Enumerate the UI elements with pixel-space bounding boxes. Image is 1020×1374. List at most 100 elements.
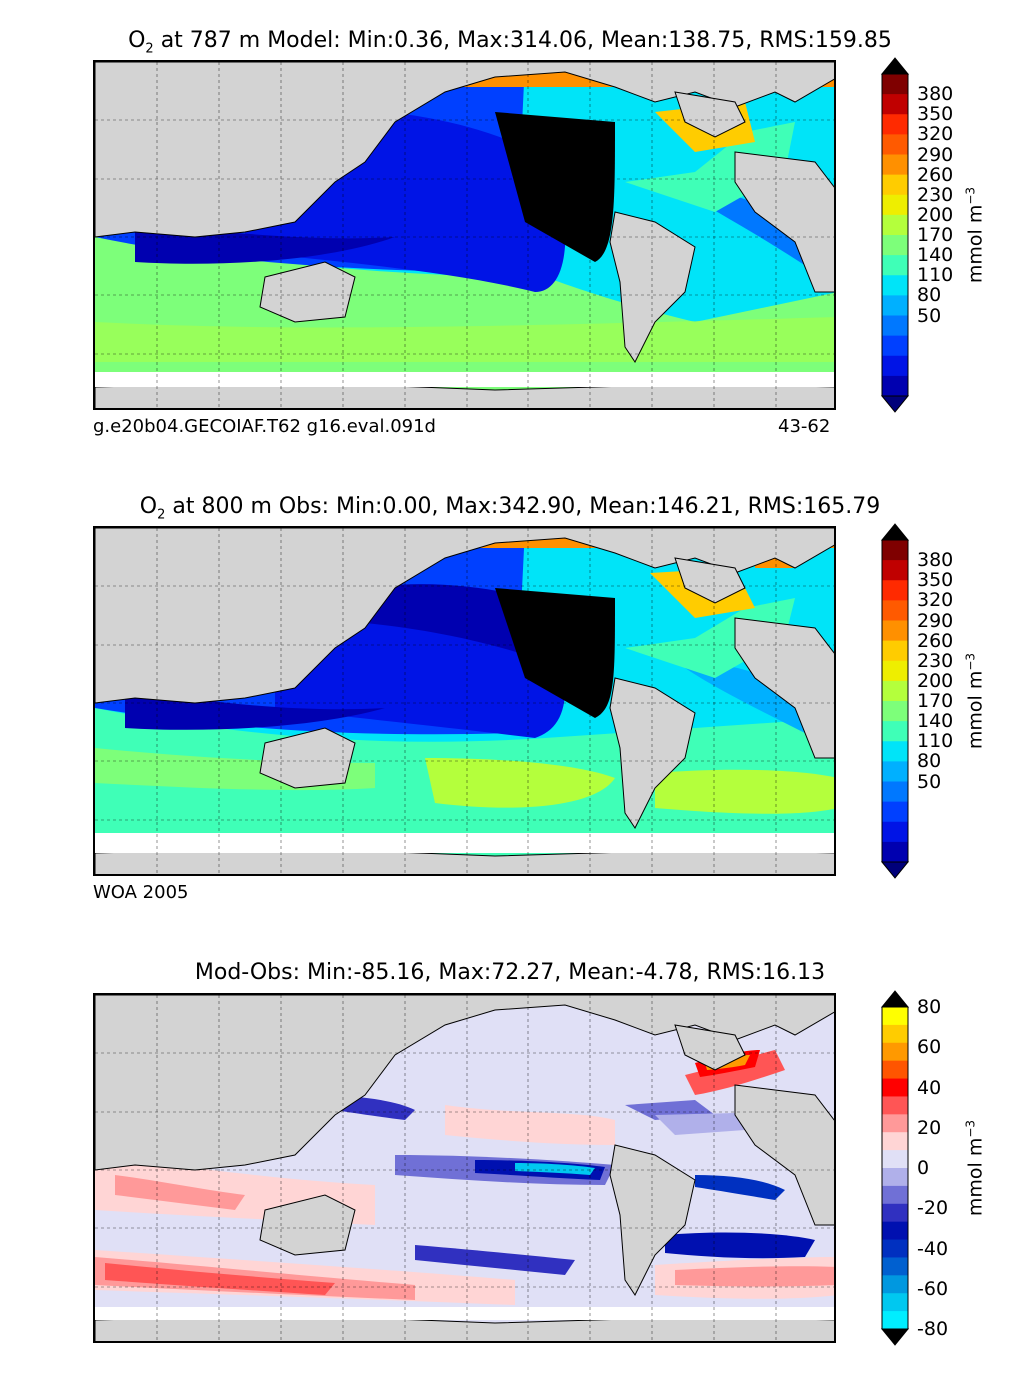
colorbar-tick-label: 200 bbox=[917, 203, 954, 226]
colorbar-tick-label: 170 bbox=[917, 690, 954, 712]
obs-colorbar-unit: mmol m−3 bbox=[963, 653, 986, 749]
diff-map bbox=[93, 993, 836, 1343]
obs-note-left: WOA 2005 bbox=[93, 882, 189, 903]
colorbar-segment bbox=[882, 1293, 908, 1312]
colorbar-segment bbox=[882, 781, 908, 803]
diff-unit-text: mmol m bbox=[964, 1137, 987, 1217]
colorbar-segment bbox=[882, 1150, 908, 1169]
colorbar-segment bbox=[882, 1132, 908, 1151]
obs-colorbar bbox=[880, 523, 910, 879]
colorbar-segment bbox=[882, 1007, 908, 1026]
colorbar-tick-label: -60 bbox=[917, 1277, 949, 1300]
colorbar-tick-label: 40 bbox=[917, 1076, 942, 1099]
colorbar-lower-arrow bbox=[880, 395, 910, 413]
colorbar-segment bbox=[882, 821, 908, 843]
colorbar-tick-label: -80 bbox=[917, 1318, 949, 1340]
colorbar-segment bbox=[882, 580, 908, 601]
colorbar-segment bbox=[882, 174, 908, 196]
colorbar-tick-label: 230 bbox=[917, 649, 954, 672]
colorbar-upper-arrow bbox=[880, 990, 910, 1008]
colorbar-segment bbox=[882, 1060, 908, 1080]
colorbar-segment bbox=[882, 355, 908, 377]
obs-unit-text: mmol m bbox=[964, 670, 987, 750]
colorbar-segment bbox=[882, 600, 908, 621]
colorbar-segment bbox=[882, 214, 908, 236]
colorbar-tick-label: 320 bbox=[917, 589, 954, 612]
colorbar-tick-label: 0 bbox=[917, 1157, 930, 1179]
obs-panel-title: O2 at 800 m Obs: Min:0.00, Max:342.90, M… bbox=[0, 494, 1020, 522]
colorbar-segment bbox=[882, 194, 908, 216]
colorbar-segment bbox=[882, 275, 908, 296]
model-map bbox=[93, 60, 836, 410]
colorbar-segment bbox=[882, 154, 908, 176]
colorbar-segment bbox=[882, 1203, 908, 1223]
diff-colorbar-unit: mmol m−3 bbox=[963, 1120, 986, 1216]
colorbar-segment bbox=[882, 1257, 908, 1276]
colorbar-segment bbox=[882, 721, 908, 742]
obs-title-rest: at 800 m Obs: Min:0.00, Max:342.90, Mean… bbox=[165, 494, 881, 519]
colorbar-segment bbox=[882, 761, 908, 782]
model-unit-sup: −3 bbox=[963, 186, 978, 205]
diff-panel-title: Mod-Obs: Min:-85.16, Max:72.27, Mean:-4.… bbox=[0, 960, 1020, 985]
colorbar-upper-arrow bbox=[880, 57, 910, 75]
colorbar-tick-label: 140 bbox=[917, 244, 954, 267]
colorbar-tick-label: 320 bbox=[917, 123, 954, 146]
colorbar-tick-label: 350 bbox=[917, 103, 954, 126]
model-note-right: 43-62 bbox=[778, 416, 831, 437]
obs-title-sub: 2 bbox=[157, 507, 166, 523]
colorbar-segment bbox=[882, 540, 908, 561]
model-note-left: g.e20b04.GECOIAF.T62 g16.eval.091d bbox=[93, 416, 436, 437]
colorbar-segment bbox=[882, 1221, 908, 1241]
colorbar-segment bbox=[882, 660, 908, 682]
colorbar-tick-label: -40 bbox=[917, 1237, 949, 1260]
colorbar-segment bbox=[882, 74, 908, 95]
diff-colorbar bbox=[880, 990, 910, 1346]
colorbar-tick-label: 80 bbox=[917, 996, 942, 1018]
colorbar-segment bbox=[882, 114, 908, 135]
model-colorbar bbox=[880, 57, 910, 413]
colorbar-segment bbox=[882, 560, 908, 581]
colorbar-segment bbox=[882, 1024, 908, 1044]
colorbar-tick-label: 350 bbox=[917, 569, 954, 592]
colorbar-segment bbox=[882, 375, 908, 397]
colorbar-segment bbox=[882, 235, 908, 256]
diff-title-rest: Mod-Obs: Min:-85.16, Max:72.27, Mean:-4.… bbox=[194, 960, 826, 985]
colorbar-tick-label: -20 bbox=[917, 1197, 949, 1220]
colorbar-segment bbox=[882, 1114, 908, 1133]
obs-unit-sup: −3 bbox=[963, 652, 978, 671]
colorbar-segment bbox=[882, 134, 908, 155]
model-title-prefix: O bbox=[128, 28, 146, 53]
colorbar-tick-label: 110 bbox=[917, 730, 954, 753]
colorbar-tick-label: 60 bbox=[917, 1036, 942, 1059]
colorbar-tick-label: 80 bbox=[917, 750, 942, 773]
colorbar-segment bbox=[882, 680, 908, 702]
colorbar-tick-label: 110 bbox=[917, 264, 954, 287]
colorbar-segment bbox=[882, 701, 908, 722]
colorbar-tick-label: 260 bbox=[917, 629, 954, 652]
model-unit-text: mmol m bbox=[964, 204, 987, 284]
colorbar-segment bbox=[882, 1168, 908, 1187]
diff-unit-sup: −3 bbox=[963, 1119, 978, 1138]
colorbar-segment bbox=[882, 1078, 908, 1097]
colorbar-segment bbox=[882, 94, 908, 115]
colorbar-tick-label: 80 bbox=[917, 284, 942, 307]
obs-map bbox=[93, 526, 836, 876]
colorbar-segment bbox=[882, 1185, 908, 1205]
colorbar-segment bbox=[882, 1311, 908, 1330]
colorbar-segment bbox=[882, 335, 908, 357]
colorbar-segment bbox=[882, 1042, 908, 1062]
model-colorbar-unit: mmol m−3 bbox=[963, 187, 986, 283]
colorbar-segment bbox=[882, 620, 908, 642]
model-title-sub: 2 bbox=[145, 41, 154, 57]
colorbar-segment bbox=[882, 801, 908, 823]
model-panel-title: O2 at 787 m Model: Min:0.36, Max:314.06,… bbox=[0, 28, 1020, 56]
colorbar-segment bbox=[882, 1239, 908, 1258]
colorbar-upper-arrow bbox=[880, 523, 910, 541]
colorbar-segment bbox=[882, 315, 908, 337]
colorbar-tick-label: 50 bbox=[917, 770, 942, 793]
colorbar-tick-label: 140 bbox=[917, 710, 954, 733]
colorbar-tick-label: 260 bbox=[917, 163, 954, 186]
colorbar-lower-arrow bbox=[880, 861, 910, 879]
colorbar-segment bbox=[882, 255, 908, 276]
colorbar-segment bbox=[882, 295, 908, 316]
